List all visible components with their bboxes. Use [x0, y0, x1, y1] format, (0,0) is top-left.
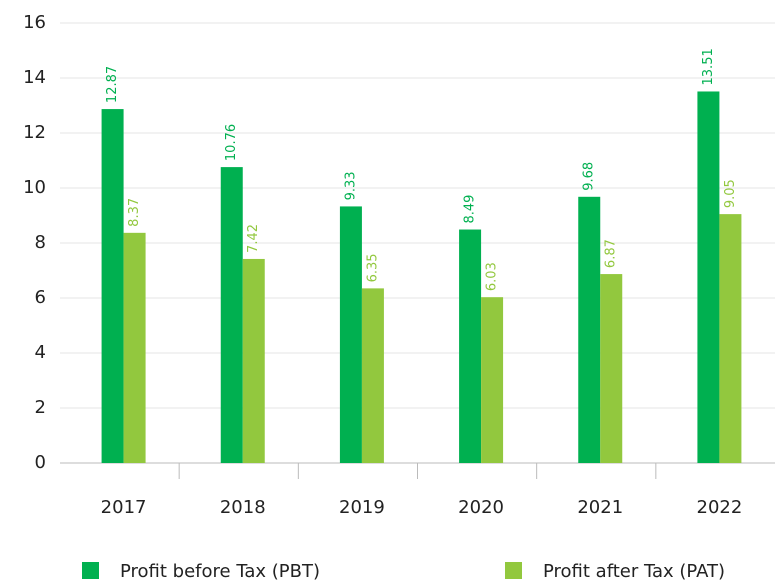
bar	[481, 297, 504, 463]
legend-swatch	[505, 562, 522, 579]
bar	[600, 274, 623, 463]
bar	[459, 229, 482, 463]
y-tick-label: 12	[23, 122, 46, 143]
value-label: 6.35	[365, 253, 380, 282]
y-tick-label: 2	[35, 397, 46, 418]
bar	[339, 206, 362, 464]
y-tick-label: 16	[23, 12, 46, 33]
bar	[578, 196, 601, 464]
y-tick-label: 0	[35, 452, 46, 473]
value-label: 8.49	[463, 195, 478, 224]
value-label: 12.87	[105, 66, 120, 103]
value-label: 6.87	[604, 239, 619, 268]
y-tick-label: 10	[23, 177, 46, 198]
y-tick-label: 14	[23, 67, 46, 88]
value-label: 9.05	[723, 179, 738, 208]
value-label: 6.03	[485, 262, 500, 291]
x-tick-label: 2017	[101, 497, 147, 518]
bar	[220, 167, 243, 463]
value-label: 7.42	[246, 224, 261, 253]
value-label: 13.51	[701, 48, 716, 85]
x-tick-label: 2018	[220, 497, 266, 518]
y-tick-label: 4	[35, 342, 46, 363]
bar	[361, 288, 384, 463]
bar	[101, 109, 124, 463]
value-label: 10.76	[224, 124, 239, 161]
legend-label: Profit after Tax (PAT)	[543, 561, 725, 582]
value-label: 9.33	[343, 171, 358, 200]
x-tick-label: 2021	[577, 497, 623, 518]
bar	[242, 258, 265, 463]
bar	[123, 232, 146, 463]
legend-swatch	[82, 562, 99, 579]
y-tick-label: 8	[35, 232, 46, 253]
bar	[719, 214, 742, 463]
bar	[697, 91, 720, 463]
value-label: 8.37	[127, 198, 142, 227]
value-label: 9.68	[582, 162, 597, 191]
y-tick-label: 6	[35, 287, 46, 308]
x-tick-label: 2019	[339, 497, 385, 518]
x-tick-label: 2022	[697, 497, 743, 518]
legend-label: Profit before Tax (PBT)	[120, 561, 320, 582]
x-tick-label: 2020	[458, 497, 504, 518]
